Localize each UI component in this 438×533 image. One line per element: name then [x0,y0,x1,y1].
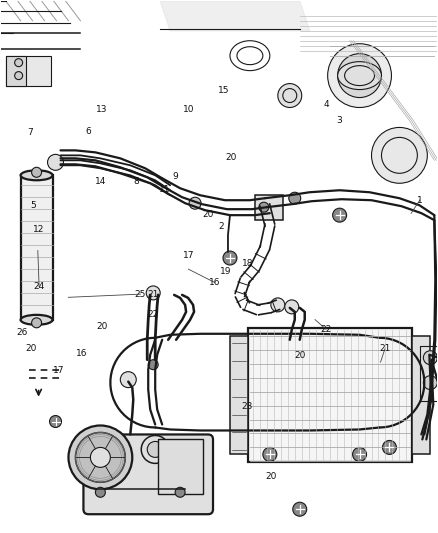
Bar [6,55,50,86]
Text: 16: 16 [76,349,87,358]
Text: 26: 26 [17,328,28,337]
Bar [158,439,203,494]
Bar [21,175,53,320]
Circle shape [338,54,381,98]
Text: 17: 17 [53,366,64,375]
Circle shape [271,298,285,312]
Circle shape [285,300,299,314]
Text: 18: 18 [242,260,253,268]
Text: 12: 12 [33,225,44,234]
Text: 20: 20 [202,211,214,220]
Text: 14: 14 [95,177,106,186]
Bar [420,346,438,401]
Text: 8: 8 [133,177,139,186]
Text: 1: 1 [417,196,423,205]
Circle shape [68,425,132,489]
Circle shape [147,441,163,457]
Text: 20: 20 [294,351,305,360]
Circle shape [424,351,437,365]
Text: 23: 23 [242,402,253,411]
Circle shape [223,251,237,265]
Circle shape [328,44,392,108]
Bar [255,195,283,220]
Circle shape [14,59,23,67]
Circle shape [293,502,307,516]
Circle shape [263,447,277,462]
FancyBboxPatch shape [83,434,213,514]
Circle shape [278,84,302,108]
Circle shape [90,447,110,467]
Bar [413,336,430,455]
Circle shape [148,360,158,370]
Circle shape [32,318,42,328]
Circle shape [332,208,346,222]
Text: 2: 2 [219,222,224,231]
Circle shape [14,71,23,79]
Bar [6,55,25,86]
Text: 7: 7 [28,128,33,137]
Bar [248,328,413,462]
Text: 16: 16 [209,278,220,287]
Text: 10: 10 [183,105,194,114]
Ellipse shape [21,171,53,180]
Text: 5: 5 [31,201,36,210]
Text: 17: 17 [183,252,194,261]
Text: 4: 4 [323,100,329,109]
Ellipse shape [21,315,53,325]
Text: 13: 13 [96,105,108,114]
Text: 15: 15 [218,86,229,94]
Bar [230,336,248,455]
Text: 22: 22 [320,325,332,334]
Text: 9: 9 [173,172,178,181]
Text: 11: 11 [159,185,170,194]
Text: 20: 20 [226,153,237,162]
Text: 6: 6 [85,126,91,135]
Circle shape [353,447,367,462]
Circle shape [424,376,437,390]
Circle shape [175,487,185,497]
Polygon shape [160,1,310,31]
Circle shape [32,167,42,177]
Text: 24: 24 [33,282,45,291]
Text: 19: 19 [220,268,231,276]
Circle shape [371,127,427,183]
Text: 20: 20 [266,472,277,481]
Circle shape [146,286,160,300]
Text: 25: 25 [135,289,146,298]
Text: 20: 20 [96,322,108,331]
Ellipse shape [338,62,381,90]
Text: 21: 21 [379,344,391,353]
Text: 21: 21 [147,290,158,299]
Circle shape [49,416,61,427]
Text: 3: 3 [336,116,342,125]
Circle shape [48,155,64,171]
Text: 20: 20 [25,344,37,353]
Circle shape [75,432,125,482]
Text: 22: 22 [147,310,158,319]
Circle shape [95,487,106,497]
Circle shape [120,372,136,387]
Circle shape [259,202,269,212]
Circle shape [382,440,396,455]
Circle shape [289,192,301,204]
Circle shape [189,197,201,209]
